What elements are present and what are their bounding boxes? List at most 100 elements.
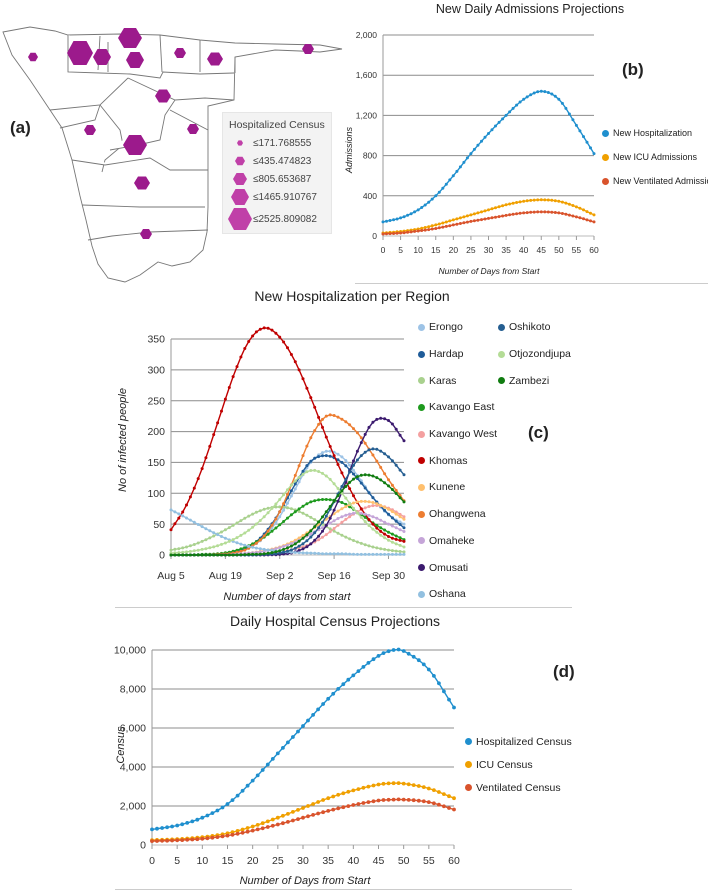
data-point bbox=[399, 231, 403, 235]
data-point bbox=[328, 445, 332, 448]
data-point bbox=[487, 216, 490, 220]
data-point bbox=[332, 482, 336, 486]
data-point bbox=[301, 472, 305, 476]
data-point bbox=[371, 783, 376, 788]
data-point bbox=[324, 533, 328, 537]
data-point bbox=[317, 520, 321, 524]
data-point bbox=[313, 405, 317, 409]
data-point bbox=[293, 551, 297, 554]
data-point bbox=[451, 218, 455, 222]
y-tick-label: 250 bbox=[147, 395, 165, 407]
data-point bbox=[266, 548, 270, 552]
series-ohangwena bbox=[169, 413, 406, 557]
x-tick-label: 35 bbox=[322, 855, 334, 867]
data-point bbox=[311, 802, 315, 806]
y-tick-label: 1,200 bbox=[356, 110, 378, 120]
data-point bbox=[352, 511, 355, 515]
data-point bbox=[388, 219, 392, 222]
legend-label: Ohangwena bbox=[429, 508, 486, 521]
data-point bbox=[348, 552, 352, 556]
data-point bbox=[180, 838, 185, 842]
data-point bbox=[251, 545, 255, 549]
data-point bbox=[155, 826, 159, 831]
data-point bbox=[297, 464, 301, 468]
data-point bbox=[243, 347, 247, 350]
data-point bbox=[367, 513, 371, 517]
data-point bbox=[266, 551, 270, 555]
legend-marker bbox=[602, 153, 609, 161]
data-point bbox=[305, 539, 309, 543]
data-point bbox=[379, 552, 383, 556]
data-point bbox=[192, 549, 196, 553]
data-point bbox=[340, 417, 344, 421]
data-point bbox=[274, 526, 278, 530]
series-karas bbox=[169, 505, 406, 554]
data-point bbox=[383, 520, 387, 524]
data-point bbox=[529, 198, 533, 202]
data-point bbox=[258, 547, 262, 551]
data-point bbox=[451, 223, 455, 227]
data-point bbox=[301, 377, 305, 381]
legend-label: Hardap bbox=[429, 348, 464, 361]
data-point bbox=[192, 520, 196, 524]
data-point bbox=[348, 470, 352, 474]
data-point bbox=[341, 805, 346, 810]
data-point bbox=[227, 526, 231, 530]
map-legend-item: ≤171.768555 bbox=[227, 134, 331, 152]
data-point bbox=[255, 827, 260, 832]
data-point bbox=[356, 669, 361, 673]
data-point bbox=[394, 427, 398, 431]
data-point bbox=[306, 804, 310, 808]
legend-marker bbox=[418, 537, 425, 545]
data-point bbox=[455, 217, 459, 221]
data-point bbox=[169, 548, 173, 552]
data-point bbox=[426, 800, 431, 804]
data-point bbox=[243, 545, 247, 549]
data-point bbox=[402, 545, 406, 549]
data-point bbox=[196, 541, 200, 545]
legend-label: Kavango West bbox=[429, 428, 498, 441]
data-point bbox=[223, 528, 227, 532]
data-point bbox=[355, 449, 359, 453]
data-point bbox=[504, 213, 508, 217]
data-point bbox=[494, 206, 497, 210]
data-point bbox=[185, 516, 188, 520]
data-point bbox=[281, 821, 285, 826]
data-point bbox=[196, 523, 200, 526]
data-point bbox=[336, 463, 340, 466]
data-point bbox=[185, 503, 188, 507]
data-point bbox=[560, 212, 564, 215]
data-point bbox=[352, 494, 355, 498]
data-point bbox=[348, 501, 352, 505]
data-point bbox=[574, 123, 578, 127]
data-point bbox=[293, 510, 297, 514]
data-point bbox=[359, 481, 363, 485]
data-point bbox=[286, 492, 289, 496]
series-line bbox=[170, 327, 405, 543]
data-point bbox=[402, 473, 406, 477]
data-point bbox=[181, 550, 185, 554]
data-point bbox=[469, 152, 473, 156]
data-point bbox=[421, 799, 426, 804]
data-point bbox=[243, 516, 247, 520]
data-point bbox=[487, 132, 490, 135]
data-point bbox=[266, 511, 270, 515]
data-point bbox=[286, 740, 290, 745]
data-point bbox=[427, 225, 431, 229]
data-point bbox=[430, 197, 434, 201]
data-point bbox=[173, 553, 177, 557]
data-point bbox=[352, 472, 355, 476]
data-point bbox=[260, 826, 265, 831]
data-point bbox=[567, 213, 571, 217]
data-point bbox=[293, 546, 297, 550]
data-point bbox=[366, 800, 371, 804]
data-point bbox=[326, 809, 331, 813]
data-point bbox=[356, 787, 361, 791]
data-point bbox=[200, 553, 204, 557]
chart-d-title: Daily Hospital Census Projections bbox=[229, 613, 441, 629]
data-point bbox=[455, 222, 459, 226]
data-point bbox=[301, 547, 305, 551]
data-point bbox=[447, 794, 451, 799]
data-point bbox=[309, 529, 313, 533]
data-point bbox=[351, 673, 356, 678]
